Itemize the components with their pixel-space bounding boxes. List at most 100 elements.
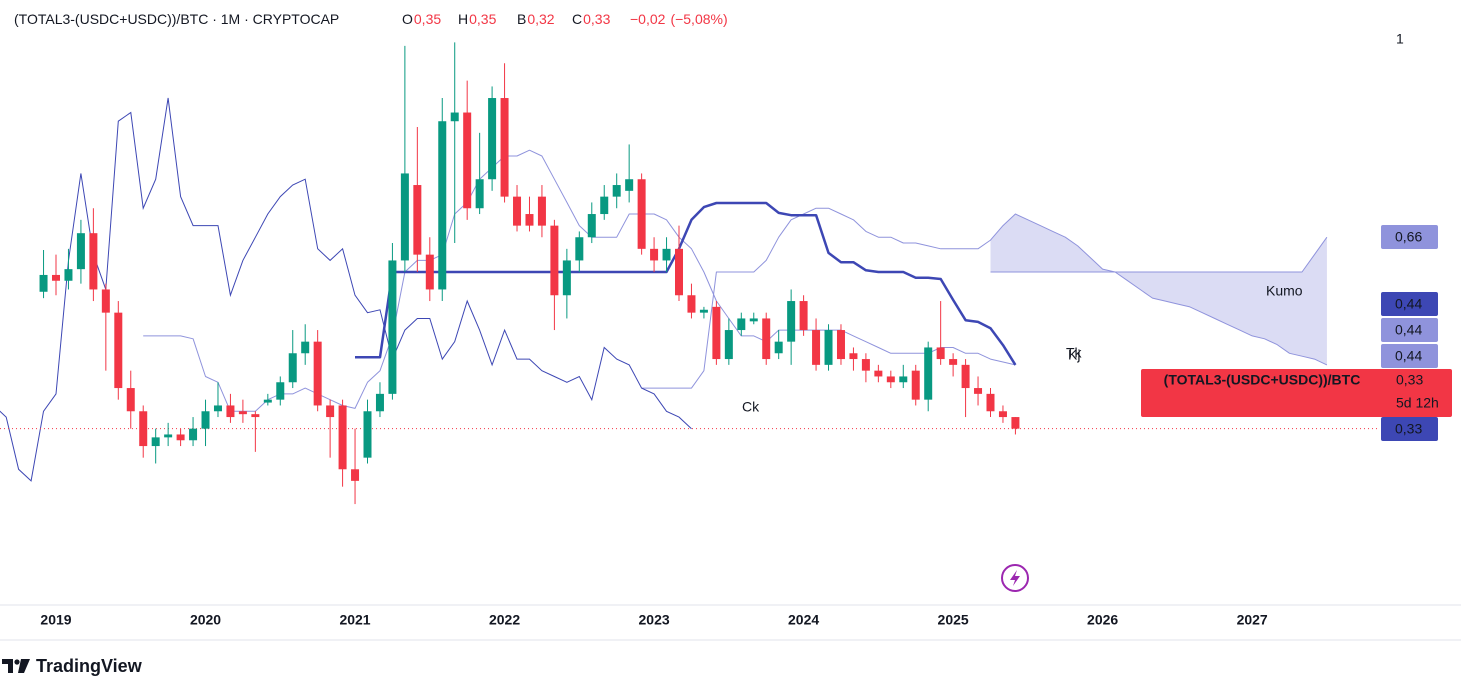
candle-body [675,248,683,296]
candle-body [189,428,198,441]
candle-body [774,341,783,354]
candle-body [114,312,123,389]
candle-body [687,295,696,313]
candle-body [612,185,621,197]
legend-key: B [517,11,526,27]
brand: TradingView [36,656,143,676]
candle-body [176,434,185,441]
candle-body [737,318,746,331]
candle-body [861,359,870,371]
candle-body [787,301,796,342]
x-tick-label: 2025 [938,612,969,628]
kijun-value: 0,44 [1395,296,1422,312]
legend-change-pct: (−5,08%) [670,11,727,27]
senkou-b-value-bg [1381,225,1438,249]
logo-mark [2,659,30,673]
y-tick-label: 1 [1396,31,1404,47]
logo-dot [14,659,20,665]
x-tick-label: 2021 [339,612,370,628]
candle-body [712,306,721,360]
candle-body [986,393,995,412]
x-tick-label: 2026 [1087,612,1118,628]
candle-body [251,414,260,418]
candle-body [749,318,758,322]
candle-body [338,405,347,470]
x-tick-label: 2020 [190,612,221,628]
chikou-value: 0,33 [1395,421,1422,437]
candle-body [587,214,596,238]
candle-body [812,330,821,365]
candle-body [699,309,708,313]
alert-icon[interactable] [1001,564,1029,592]
candle-body [911,370,920,400]
symbol-tag: (TOTAL3-(USDC+USDC))/BTC [1164,372,1361,388]
senkou_b-line [990,236,1328,273]
legend-key: O [402,11,413,27]
candle-body [637,179,646,249]
x-tick-label: 2022 [489,612,520,628]
legend-key: C [572,11,582,27]
candle-body [301,341,310,354]
x-tick-label: 2019 [40,612,71,628]
candle-body [924,347,933,400]
logo[interactable]: TradingView [2,656,143,676]
candle-body [89,233,98,290]
candle-body [101,289,110,313]
candle-body [799,301,808,331]
candle-body [488,98,497,180]
legend-value: 0,35 [469,11,496,27]
candle-body [39,274,48,292]
candle-body [886,376,895,383]
candle-body [375,393,384,412]
candle-body [313,341,322,406]
candle-body [1011,417,1020,429]
candle-body [363,411,372,458]
candle-body [151,437,160,447]
price-tag: 0,33 [1396,372,1423,388]
kumo-fill [990,214,1327,365]
chikou-line [0,97,692,482]
senkou-a-value: 0,44 [1395,348,1422,364]
candle-body [936,347,945,360]
kumo-label: Kumo [1266,283,1303,299]
overlay: 0,66 0,44 0,44 0,44 (TOTAL3-(USDC+USDC))/BTC… [1141,225,1452,441]
candle-body [724,330,733,360]
candle-body [650,248,659,261]
tenkan-value: 0,44 [1395,322,1422,338]
pane [0,42,1380,505]
candle-body [500,98,509,197]
candle-body [164,434,173,438]
candle-body [450,112,459,122]
tenkan-label: Tk [1066,345,1083,361]
candle-body [226,405,235,418]
tenkan-value-bg [1381,318,1438,342]
x-tick-label: 2023 [639,612,670,628]
chikou-label: Ck [742,399,760,415]
x-tick-label: 2027 [1237,612,1268,628]
candle-body [400,173,409,261]
legend-value: 0,33 [583,11,610,27]
candle-body [276,382,285,400]
candle-body [139,411,148,447]
senkou-a-value-bg [1381,344,1438,368]
candle-body [537,196,546,226]
candle-body [52,274,60,281]
senkou-b-value: 0,66 [1395,229,1422,245]
kijun-value-bg [1381,292,1438,316]
tenkan-line [143,149,1016,412]
price-tag-bg [1141,369,1452,417]
candle-body [998,411,1007,418]
candle-body [126,388,135,412]
countdown: 5d 12h [1396,395,1439,411]
chikou-value-bg [1381,417,1438,441]
candle-body [625,179,634,191]
candle-body [899,376,908,383]
candle-body [413,185,422,255]
candle-body [513,196,522,226]
candle-body [849,353,858,360]
candle-body [762,318,771,360]
candle-body [550,225,559,296]
candle-body [263,399,272,403]
legend-value: 0,35 [414,11,441,27]
legend: (TOTAL3-(USDC+USDC))/BTC · 1M · CRYPTOCA… [14,11,728,27]
